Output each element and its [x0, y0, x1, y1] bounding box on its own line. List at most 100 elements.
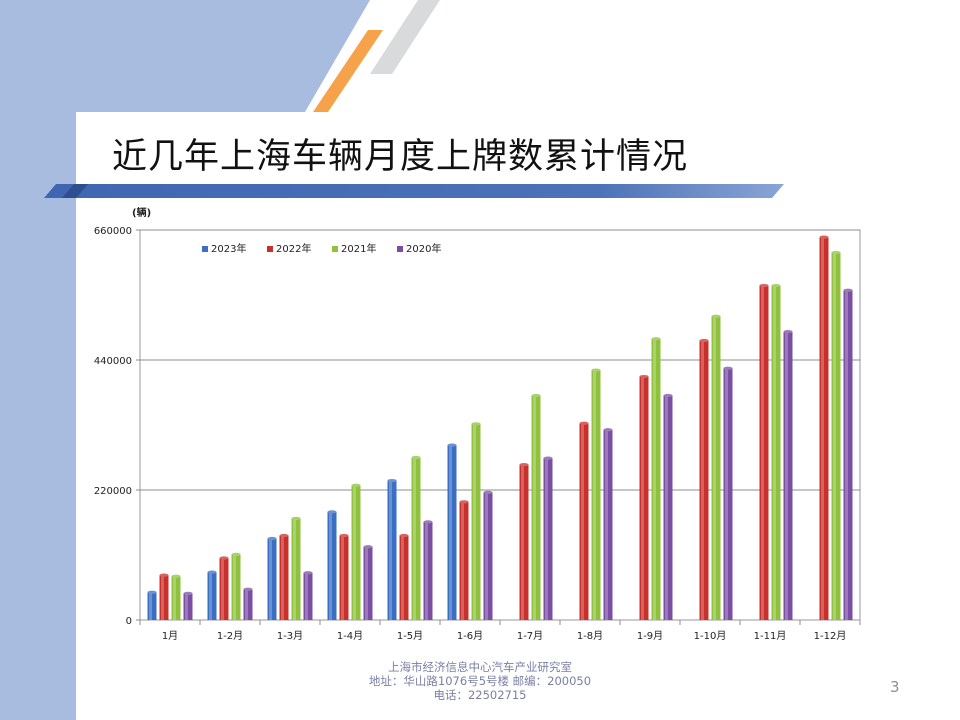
y-axis-label: (辆) [132, 206, 151, 219]
bar-highlight [353, 485, 356, 620]
title-panel [76, 112, 960, 184]
x-tick-label: 1-2月 [217, 630, 243, 642]
x-tick-label: 1-6月 [457, 630, 483, 642]
bar-highlight [833, 252, 836, 621]
bar-highlight [413, 457, 416, 620]
bar-highlight [701, 340, 704, 620]
bar-cap [723, 366, 733, 370]
bar-cap [711, 314, 721, 318]
footer-phone: 电话：22502715 [433, 688, 527, 702]
x-tick-label: 1-9月 [637, 630, 663, 642]
bar-cap [363, 545, 373, 549]
bar-cap [291, 516, 301, 520]
bar-cap [279, 533, 289, 538]
top-decor-shape [0, 0, 370, 112]
x-tick-label: 1-4月 [337, 630, 363, 642]
bar-cap [771, 283, 781, 288]
bar-chart: 0 220000 440000 660000(辆) 1月 1-2月 1-3月 1-4月 1-5月… [94, 206, 861, 642]
legend-label: 2020年 [406, 242, 441, 255]
x-tick-label: 1-7月 [517, 630, 543, 642]
bar-cap [819, 235, 829, 239]
bar-cap [183, 591, 193, 596]
bar-cap [207, 570, 217, 574]
bar-highlight [725, 368, 728, 620]
y-tick-label: 660000 [94, 226, 132, 237]
bar-highlight [449, 445, 452, 620]
legend-swatch-2020年 [397, 246, 403, 252]
bar-cap [147, 590, 157, 594]
bar-highlight [521, 464, 524, 620]
bar-highlight [161, 575, 164, 620]
bar-highlight [149, 592, 152, 620]
bar-cap [531, 393, 541, 398]
bar-highlight [245, 589, 248, 620]
x-tick-label: 1-12月 [814, 630, 847, 642]
bar-cap [471, 422, 481, 426]
left-decor-strip [0, 0, 76, 720]
bar-highlight [329, 511, 332, 620]
bar-highlight [845, 290, 848, 620]
bar-cap [591, 368, 601, 372]
gray-decor-stripe [370, 0, 440, 74]
bar-cap [603, 428, 613, 432]
bar-highlight [401, 535, 404, 620]
x-tick-label: 1月 [162, 630, 178, 642]
bar-highlight [293, 518, 296, 620]
footer-org: 上海市经济信息中心汽车产业研究室 [388, 660, 572, 674]
bar-cap [699, 338, 709, 343]
bar-cap [783, 330, 793, 334]
bar-highlight [233, 554, 236, 620]
bar-highlight [581, 423, 584, 620]
bar-highlight [281, 535, 284, 620]
x-tick-label: 1-10月 [694, 630, 727, 642]
bar-highlight [605, 429, 608, 620]
bar-highlight [545, 458, 548, 620]
y-tick-label: 220000 [94, 486, 132, 497]
legend-label: 2023年 [211, 242, 246, 255]
bar-highlight [473, 423, 476, 620]
bar-highlight [305, 572, 308, 620]
bar-highlight [761, 285, 764, 620]
bar-cap [411, 455, 421, 460]
bar-cap [447, 443, 457, 447]
x-tick-label: 1-5月 [397, 630, 423, 642]
bar-highlight [425, 521, 428, 620]
bar-cap [231, 552, 241, 557]
title-underline-accent [62, 184, 88, 198]
bar-cap [303, 571, 313, 575]
legend-label: 2022年 [276, 242, 311, 255]
bar-highlight [341, 535, 344, 620]
bar-highlight [365, 546, 368, 620]
bar-highlight [713, 316, 716, 620]
bar-cap [831, 250, 841, 255]
bar-cap [639, 374, 649, 379]
bar-cap [843, 288, 853, 292]
plot-area [139, 229, 861, 621]
bar-cap [339, 533, 349, 538]
legend-swatch-2023年 [202, 246, 208, 252]
footer: 上海市经济信息中心汽车产业研究室 地址：华山路1076号5号楼 邮编：20005… [340, 660, 620, 702]
y-tick-label: 0 [126, 616, 132, 627]
page-number: 3 [890, 678, 900, 696]
bar-highlight [821, 237, 824, 620]
slide-title: 近几年上海车辆月度上牌数累计情况 [112, 137, 689, 177]
bar-highlight [209, 572, 212, 620]
bar-highlight [269, 538, 272, 620]
bar-cap [243, 587, 253, 591]
legend-label: 2021年 [341, 242, 376, 255]
bar-cap [327, 510, 337, 514]
x-tick-label: 1-11月 [754, 630, 787, 642]
x-tick-label: 1-8月 [577, 630, 603, 642]
bar-highlight [641, 376, 644, 620]
bar-cap [399, 533, 409, 538]
bar-highlight [773, 285, 776, 620]
bar-cap [663, 393, 673, 398]
y-tick-label: 440000 [94, 356, 132, 367]
bar-cap [267, 536, 277, 541]
x-tick-label: 1-3月 [277, 630, 303, 642]
legend-swatch-2021年 [332, 246, 338, 252]
title-underline-band [44, 184, 784, 198]
legend-swatch-2022年 [267, 246, 273, 252]
bar-cap [423, 520, 433, 524]
